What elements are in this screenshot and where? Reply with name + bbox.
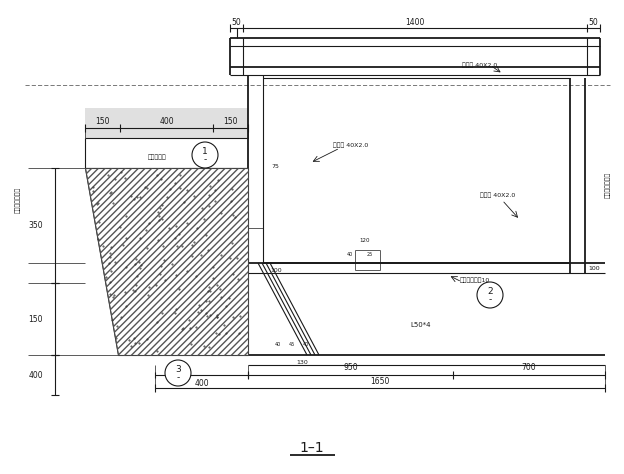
Circle shape xyxy=(192,142,218,168)
Text: 50: 50 xyxy=(588,18,598,27)
Circle shape xyxy=(165,360,191,386)
Text: L50*4: L50*4 xyxy=(410,322,431,328)
Text: -: - xyxy=(177,374,180,383)
Text: 镜面安装节炰10: 镜面安装节炰10 xyxy=(460,277,490,283)
Text: 400: 400 xyxy=(159,117,174,126)
Text: 150: 150 xyxy=(95,117,110,126)
Text: 1–1: 1–1 xyxy=(300,441,324,455)
Text: 40: 40 xyxy=(275,343,281,347)
Polygon shape xyxy=(85,168,248,355)
Text: 角锢钟 40X2.0: 角锢钟 40X2.0 xyxy=(462,62,497,68)
Text: 屋面完工面标高: 屋面完工面标高 xyxy=(15,187,21,213)
Text: 1: 1 xyxy=(202,146,208,155)
Text: 屋面完工面标高: 屋面完工面标高 xyxy=(605,172,611,198)
Text: 150: 150 xyxy=(223,117,238,126)
Text: -: - xyxy=(489,295,492,304)
Text: 50: 50 xyxy=(232,18,241,27)
Text: 120: 120 xyxy=(360,237,370,243)
Text: 100: 100 xyxy=(270,267,281,273)
Text: 1650: 1650 xyxy=(370,376,389,385)
Circle shape xyxy=(477,282,503,308)
Text: 130: 130 xyxy=(296,361,308,365)
Text: 400: 400 xyxy=(194,379,209,388)
Text: 40: 40 xyxy=(347,253,353,257)
Text: 400: 400 xyxy=(28,371,43,380)
Text: -: - xyxy=(203,155,207,164)
Text: 3: 3 xyxy=(175,365,181,374)
Bar xyxy=(85,108,248,138)
Text: 1400: 1400 xyxy=(406,18,425,27)
Text: 45: 45 xyxy=(289,343,295,347)
Text: 350: 350 xyxy=(28,221,43,230)
Text: 2: 2 xyxy=(487,286,493,295)
Text: 700: 700 xyxy=(522,364,536,373)
Text: 角锢钟 40X2.0: 角锢钟 40X2.0 xyxy=(480,192,515,198)
Text: 40: 40 xyxy=(303,343,309,347)
Text: 75: 75 xyxy=(271,164,279,168)
Text: 25: 25 xyxy=(367,253,373,257)
Text: 100: 100 xyxy=(588,265,600,271)
Text: 角锢钟 40X2.0: 角锢钟 40X2.0 xyxy=(333,142,368,148)
Text: 混凝土娆层: 混凝土娆层 xyxy=(148,154,167,160)
Text: 150: 150 xyxy=(29,315,43,323)
Text: 950: 950 xyxy=(343,364,358,373)
